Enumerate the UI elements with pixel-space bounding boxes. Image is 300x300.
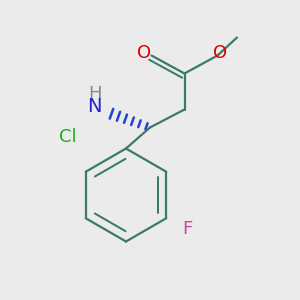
Text: H: H	[88, 85, 101, 103]
Text: O: O	[213, 44, 228, 62]
Text: Cl: Cl	[59, 128, 76, 146]
Text: N: N	[87, 97, 102, 116]
Text: O: O	[137, 44, 151, 62]
Text: F: F	[182, 220, 193, 238]
